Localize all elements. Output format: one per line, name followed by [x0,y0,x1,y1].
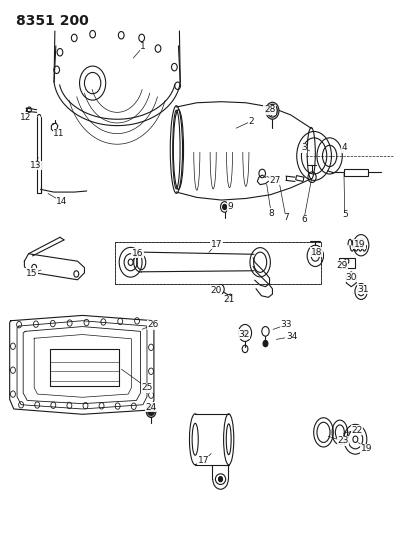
Text: 3: 3 [300,143,306,152]
Text: 27: 27 [269,176,280,185]
Text: 34: 34 [285,332,297,341]
Circle shape [222,204,226,209]
Bar [115,242,321,284]
Text: 25: 25 [141,383,152,392]
Text: 26: 26 [147,320,158,329]
Text: 17: 17 [210,240,222,249]
Text: 22: 22 [351,426,362,435]
Text: 28: 28 [263,105,274,114]
Text: 31: 31 [356,285,368,294]
Text: 11: 11 [53,129,64,138]
Text: 33: 33 [279,320,291,329]
Text: 23: 23 [337,437,348,446]
Text: 8351 200: 8351 200 [16,14,89,28]
Text: 21: 21 [222,295,234,304]
Text: 19: 19 [353,240,364,249]
Text: 30: 30 [345,273,356,281]
Text: 8: 8 [267,209,273,218]
Text: 12: 12 [20,113,31,122]
Text: 19: 19 [360,445,371,454]
Text: 4: 4 [341,143,347,152]
Circle shape [242,330,247,336]
Text: 1: 1 [140,43,146,52]
Text: 24: 24 [145,403,156,412]
Text: 15: 15 [25,269,37,278]
Text: 20: 20 [209,286,221,295]
Text: 32: 32 [238,329,249,338]
Text: 14: 14 [56,197,67,206]
Text: 9: 9 [227,203,233,212]
Bar [338,258,354,268]
Text: 6: 6 [300,215,306,224]
Text: 17: 17 [198,456,209,465]
Text: 13: 13 [29,161,41,170]
Text: 18: 18 [310,248,321,257]
Circle shape [263,341,267,347]
Text: 2: 2 [247,117,253,126]
Text: 5: 5 [341,211,347,220]
Text: 29: 29 [335,261,347,270]
Circle shape [147,407,154,415]
Circle shape [265,102,278,119]
Circle shape [218,477,222,482]
Text: 16: 16 [132,249,143,258]
Circle shape [146,405,155,417]
Text: 7: 7 [282,213,288,222]
Bar [49,349,119,386]
